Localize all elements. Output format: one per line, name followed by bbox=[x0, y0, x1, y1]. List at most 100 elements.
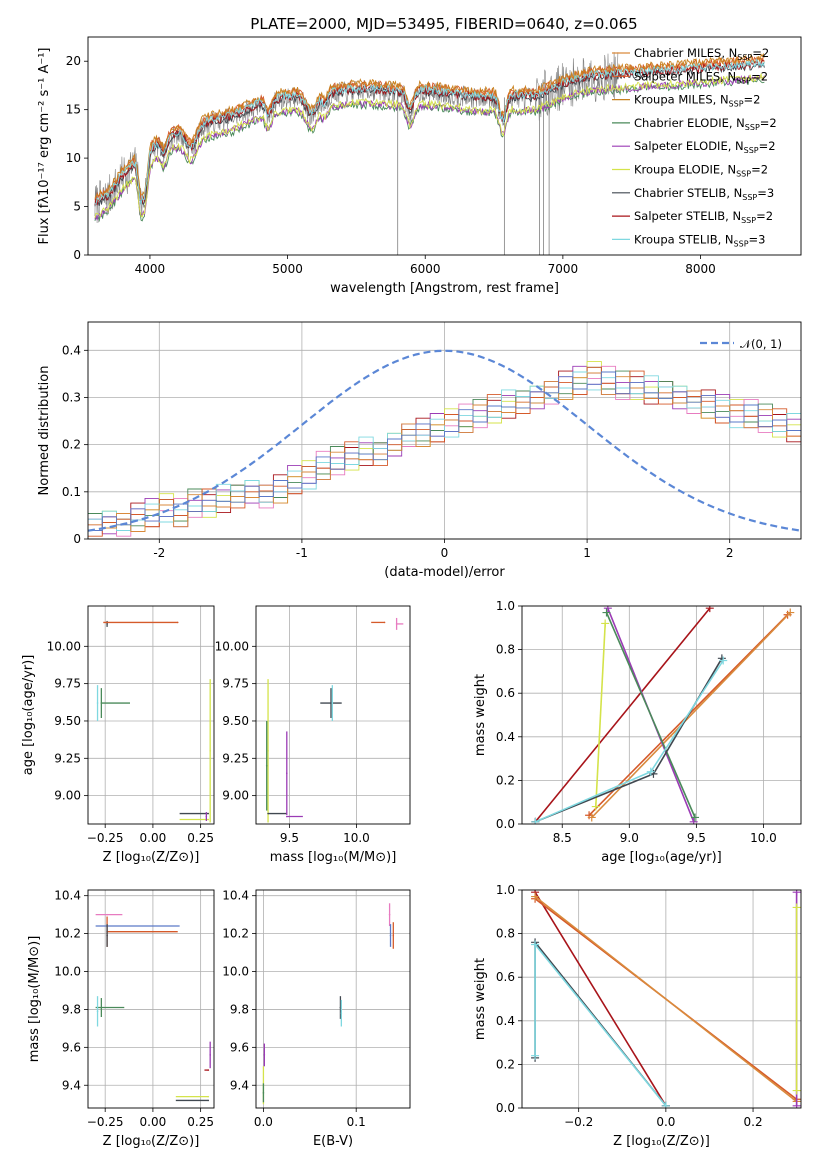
data-point bbox=[388, 913, 391, 916]
x-axis-label: (data-model)/error bbox=[384, 565, 505, 580]
plus-marker bbox=[591, 802, 600, 811]
plot-frame bbox=[521, 605, 802, 825]
x-tick-label: 10.0 bbox=[750, 831, 777, 845]
plot-frame bbox=[87, 889, 215, 1109]
x-tick-label: 0.1 bbox=[347, 1115, 366, 1129]
legend-label: Salpeter ELODIE, NSSP=2 bbox=[634, 139, 776, 155]
data-point bbox=[267, 812, 269, 815]
data-point bbox=[209, 750, 211, 752]
data-point bbox=[96, 702, 99, 704]
y-tick-label: 0.0 bbox=[496, 817, 515, 831]
y-tick-label: 10.0 bbox=[54, 965, 81, 979]
y-tick-label: 5 bbox=[73, 200, 81, 214]
y-tick-label: 15 bbox=[66, 103, 81, 117]
plot-frame bbox=[87, 321, 802, 540]
data-point bbox=[207, 1095, 210, 1098]
y-tick-label: 9.00 bbox=[54, 789, 81, 803]
plot-frame bbox=[255, 889, 411, 1109]
plus-marker bbox=[786, 608, 795, 617]
y-tick-label: 10 bbox=[66, 151, 81, 165]
age-vs-mass-panel: 9.5 10.0 9.00 9.25 9.50 9.75 10.00 mass [log₁₀(… bbox=[215, 605, 411, 865]
figure-title: PLATE=2000, MJD=53495, FIBERID=0640, z=0… bbox=[250, 15, 637, 33]
data-point bbox=[176, 621, 179, 624]
y-tick-label: 10.2 bbox=[222, 927, 249, 941]
plus-marker bbox=[531, 1051, 540, 1060]
plot-frame bbox=[87, 36, 802, 256]
y-tick-label: 1.0 bbox=[496, 599, 515, 613]
y-tick-label: 0 bbox=[73, 248, 81, 262]
x-axis-label: E(B-V) bbox=[313, 1134, 353, 1149]
model-spectrum bbox=[94, 58, 765, 206]
data-point bbox=[330, 702, 332, 704]
histogram-series bbox=[88, 372, 801, 532]
data-point bbox=[267, 750, 269, 752]
x-axis-label: Z [log₁₀(Z/Z⊙)] bbox=[613, 1134, 710, 1149]
x-tick-label: 2 bbox=[726, 546, 734, 560]
plus-marker bbox=[603, 606, 612, 613]
weight-series bbox=[534, 891, 667, 1107]
plus-marker bbox=[691, 813, 700, 822]
data-point bbox=[383, 621, 386, 624]
histograms bbox=[88, 349, 801, 537]
data-point bbox=[96, 1010, 99, 1013]
x-tick-label: 10.0 bbox=[343, 831, 370, 845]
legend-label: Chabrier STELIB, NSSP=3 bbox=[634, 186, 774, 202]
x-tick-label: 7000 bbox=[548, 262, 579, 276]
y-tick-label: 1.0 bbox=[496, 883, 515, 897]
y-axis-label: mass [log₁₀(M/M⊙)] bbox=[27, 936, 42, 1063]
histogram-series bbox=[88, 366, 801, 537]
data-point bbox=[262, 1092, 265, 1094]
data-point bbox=[392, 934, 395, 937]
data-point bbox=[207, 1069, 210, 1071]
data-point bbox=[100, 1006, 103, 1009]
y-tick-label: 9.75 bbox=[222, 677, 249, 691]
weight-vs-age-panel: 8.5 9.0 9.5 10.0 0.0 0.2 0.4 0.6 0.8 1.0 age [log₁… bbox=[473, 599, 802, 865]
legend-label: Salpeter STELIB, NSSP=2 bbox=[634, 209, 773, 225]
y-axis-label: mass weight bbox=[473, 674, 488, 756]
x-tick-label: -2 bbox=[153, 546, 165, 560]
mass-vs-metallicity-panel: −0.25 0.00 0.25 9.4 9.6 9.8 10.0 10.2 10.4 Z [log… bbox=[27, 889, 215, 1149]
x-tick-label: 0.2 bbox=[744, 1115, 763, 1129]
x-tick-label: 9.5 bbox=[280, 831, 299, 845]
y-tick-label: 10.4 bbox=[54, 889, 81, 903]
x-tick-label: 0.25 bbox=[187, 1115, 214, 1129]
legend-label: Chabrier ELODIE, NSSP=2 bbox=[634, 116, 777, 132]
y-tick-label: 0.1 bbox=[62, 485, 81, 499]
data-point bbox=[100, 702, 103, 704]
x-tick-label: 0.00 bbox=[140, 831, 167, 845]
plus-marker bbox=[719, 656, 728, 665]
y-axis-label: Normed distribution bbox=[37, 366, 52, 496]
plus-marker bbox=[531, 892, 540, 901]
data-point bbox=[286, 772, 288, 775]
legend-label: Salpeter MILES, NSSP=2 bbox=[634, 69, 768, 85]
y-tick-label: 9.6 bbox=[230, 1040, 249, 1054]
y-tick-label: 0.2 bbox=[62, 438, 81, 452]
plot-frame bbox=[87, 605, 215, 825]
x-tick-label: 0.00 bbox=[140, 1115, 167, 1129]
y-tick-label: 9.75 bbox=[54, 677, 81, 691]
plus-marker bbox=[792, 1086, 801, 1095]
data-point bbox=[205, 815, 208, 818]
data-point bbox=[395, 623, 398, 625]
plot-frame bbox=[255, 605, 411, 825]
x-tick-label: 6000 bbox=[410, 262, 441, 276]
x-tick-label: 8000 bbox=[685, 262, 716, 276]
model-spectrum bbox=[94, 77, 765, 222]
y-tick-label: 9.50 bbox=[222, 714, 249, 728]
normal-curve bbox=[88, 349, 801, 532]
y-tick-label: 10.0 bbox=[222, 965, 249, 979]
x-tick-label: −0.25 bbox=[87, 831, 124, 845]
data-point bbox=[106, 913, 108, 916]
data-point bbox=[340, 1012, 343, 1015]
x-tick-label: 8.5 bbox=[553, 831, 572, 845]
y-tick-label: 0.4 bbox=[62, 343, 81, 357]
mass-vs-ebv-panel: 0.0 0.1 9.4 9.6 9.8 10.0 10.2 10.4 E(B-V) bbox=[222, 889, 411, 1149]
plus-marker bbox=[661, 1101, 670, 1108]
x-tick-label: 9.0 bbox=[620, 831, 639, 845]
x-axis-label: wavelength [Angstrom, rest frame] bbox=[330, 281, 559, 296]
y-tick-label: 0.4 bbox=[496, 1014, 515, 1028]
plus-marker bbox=[601, 619, 610, 628]
plus-marker bbox=[531, 817, 540, 824]
y-tick-label: 0.4 bbox=[496, 730, 515, 744]
